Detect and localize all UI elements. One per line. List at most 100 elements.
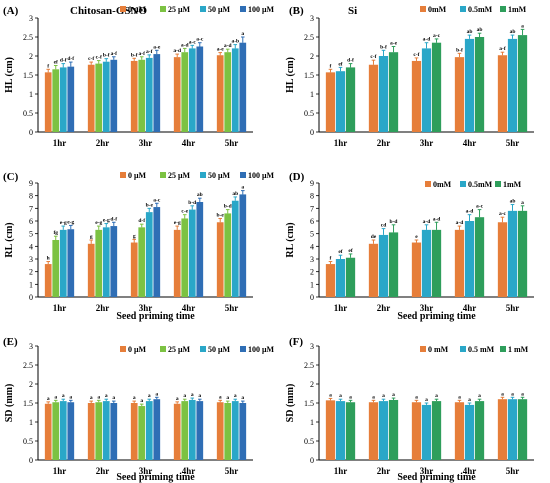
data-label: e-g [60, 220, 67, 226]
y-tick-label: 2 [29, 52, 33, 61]
bar [44, 403, 52, 460]
legend-label: 1mM [503, 180, 522, 189]
data-label: a-d [433, 216, 441, 222]
bar [231, 401, 239, 460]
y-tick-label: 1 [310, 418, 314, 427]
y-tick-label: 5 [29, 230, 33, 239]
data-label: e-g [103, 218, 110, 224]
x-tick-label: 4hr [182, 466, 196, 476]
y-tick-label: 9 [310, 179, 314, 188]
data-label: a-c [499, 211, 507, 217]
y-tick-label: 2 [29, 268, 33, 277]
bar [224, 403, 232, 460]
x-tick-label: 2hr [96, 466, 110, 476]
legend-label: 100 μM [248, 5, 275, 14]
bar [507, 38, 518, 132]
y-tick-label: 1 [29, 90, 33, 99]
panel-label: (B) [289, 5, 304, 17]
x-axis-label: Seed priming time [116, 472, 195, 483]
data-label: b-d [390, 219, 398, 225]
legend-swatch [120, 6, 126, 12]
data-label: b-d [224, 204, 232, 210]
y-tick-label: 1 [310, 280, 314, 289]
bar [52, 402, 60, 460]
data-label: d-f [67, 56, 74, 62]
bar [67, 66, 75, 132]
bar [378, 56, 389, 132]
legend-swatch [500, 6, 506, 12]
data-label: cd [381, 223, 387, 229]
data-label: a-c [153, 197, 161, 203]
legend-swatch [240, 6, 246, 12]
data-label: a [382, 393, 385, 399]
y-tick-label: 2.5 [23, 33, 33, 42]
y-tick-label: 0.5 [23, 109, 33, 118]
bar [231, 48, 239, 132]
data-label: a-c [433, 33, 441, 39]
y-tick-label: 1.5 [23, 71, 33, 80]
bar [497, 399, 508, 460]
data-label: a-c [476, 204, 484, 210]
data-label: a [226, 395, 229, 401]
data-label: a-f [499, 46, 506, 52]
legend-label: 0.5mM [468, 5, 493, 14]
legend-label: 25 μM [168, 171, 191, 180]
data-label: d-f [60, 58, 67, 64]
bar [188, 48, 196, 132]
chart-panel-c: (C) 0 μM 25 μM 50 μM 100 μM 0 1 2 3 4 5 6 7 8 9 RL (cm)… [3, 171, 275, 322]
y-axis-label: HL (cm) [285, 57, 296, 93]
bar [216, 55, 224, 132]
data-label: a-f [111, 51, 118, 57]
bar [517, 35, 528, 132]
data-label: a [392, 392, 395, 398]
data-label: f [47, 63, 49, 69]
x-axis-label: Seed priming time [397, 472, 476, 483]
data-label: b-f [103, 53, 110, 59]
data-label: a [155, 391, 158, 397]
x-tick-label: 5hr [506, 138, 520, 148]
bar [388, 52, 399, 133]
data-label: a [198, 393, 201, 399]
bar [110, 226, 118, 297]
bar [431, 42, 442, 133]
bar [52, 69, 60, 132]
legend-swatch [200, 172, 206, 178]
x-tick-label: 3hr [420, 466, 434, 476]
x-tick-label: 3hr [420, 303, 434, 313]
legend-label: 100 μM [248, 345, 275, 354]
y-tick-label: 2 [29, 380, 33, 389]
y-tick-label: 1 [310, 90, 314, 99]
data-label: de [371, 234, 377, 240]
y-tick-label: 2 [310, 380, 314, 389]
bar [411, 242, 422, 297]
y-tick-label: 3 [310, 14, 314, 23]
data-label: ab [197, 192, 203, 198]
data-label: a [133, 395, 136, 401]
data-label: a-f [146, 49, 153, 55]
legend-label: 0 μM [128, 5, 147, 14]
bar [67, 402, 75, 460]
x-tick-label: 1hr [334, 303, 348, 313]
bar [421, 229, 432, 297]
bar [454, 402, 465, 460]
data-label: a [241, 185, 244, 191]
y-tick-label: 2.5 [304, 361, 314, 370]
bar [335, 259, 346, 297]
data-label: a [501, 391, 504, 397]
data-label: a-d [456, 220, 464, 226]
bar [239, 403, 247, 460]
data-label: a [435, 393, 438, 399]
chart-panel-e: (E) 0 μM 25 μM 50 μM 100 μM 0 0.5 1 1.5 2 2.5 3 SD (… [3, 336, 275, 483]
y-tick-label: 1.5 [23, 399, 33, 408]
y-tick-label: 0 [29, 456, 33, 465]
bar [335, 401, 346, 460]
bar [497, 55, 508, 132]
data-label: a [468, 397, 471, 403]
legend-swatch [200, 346, 206, 352]
data-label: f [330, 256, 332, 262]
data-label: a-e [390, 41, 398, 47]
y-tick-label: 0 [310, 293, 314, 302]
bar [145, 57, 153, 132]
bar [181, 52, 189, 133]
y-tick-label: 0 [310, 456, 314, 465]
